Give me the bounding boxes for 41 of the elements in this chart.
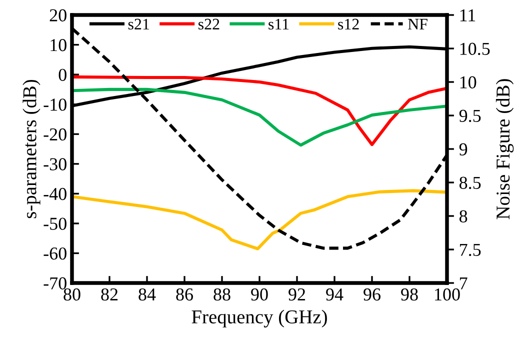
y-tick-label: 10 [50,39,66,52]
y2-tick-label: 9 [459,143,468,156]
y-tick-label: -20 [44,128,66,141]
y2-tick-label: 8 [459,210,468,222]
x-tick-label: 94 [326,288,344,301]
y2-tick-label: 7.5 [460,244,481,256]
y-tick-label: -30 [44,158,66,170]
x-tick-label: 98 [401,288,418,301]
legend-label: s12 [338,18,359,30]
y2-tick-label: 10.5 [460,42,490,56]
x-tick-label: 82 [101,288,118,301]
y2-tick-label: 7 [460,277,468,290]
y-tick-label: -10 [44,98,66,111]
line-series [72,189,447,250]
x-tick-label: 96 [364,288,380,301]
x-tick-label: 90 [251,288,268,301]
y-tick-label: 20 [50,9,66,22]
y-axis-title: s-parameters (dB) [22,80,40,218]
legend-label: s22 [198,18,220,30]
legend-label: s21 [128,18,149,30]
x-tick-label: 88 [214,288,230,301]
y2-axis-title: Noise Figure (dB) [496,79,514,220]
y2-tick-label: 9.5 [459,110,481,122]
y2-tick-label: 8.5 [459,176,481,190]
x-tick-label: 84 [138,288,156,301]
x-tick-label: 92 [288,288,306,301]
x-axis-title: Frequency (GHz) [192,310,327,328]
x-tick-label: 100 [435,288,460,301]
x-tick-label: 80 [64,288,80,301]
y-tick-label: 0 [58,68,66,81]
line-series [72,75,447,146]
y-tick-label: -60 [44,247,66,260]
line-series [72,88,447,147]
y-tick-label: -70 [44,277,66,290]
x-tick-label: 86 [176,288,193,301]
y2-tick-label: 11 [460,9,476,22]
legend-label: NF [408,18,428,30]
y2-tick-label: 10 [460,76,476,88]
y-tick-label: -40 [44,188,66,200]
legend-label: s11 [268,18,289,30]
y-tick-label: -50 [44,218,66,230]
